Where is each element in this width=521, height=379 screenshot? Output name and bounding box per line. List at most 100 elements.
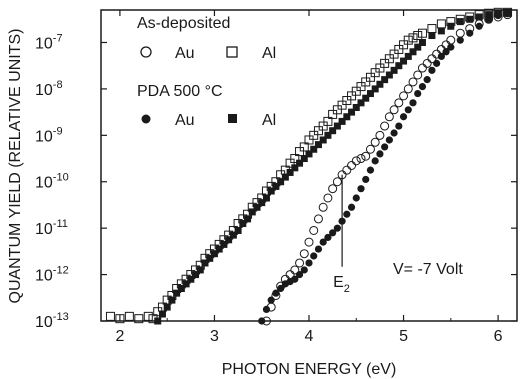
point-au-as-deposited [417,63,427,73]
point-al-pda [244,215,252,223]
x-tick-label: 2 [115,328,124,345]
point-au-as-deposited [375,130,385,140]
y-tick-label: 10-8 [35,79,63,99]
point-au-as-deposited [427,54,437,64]
x-axis-label: PHOTON ENERGY (eV) [222,361,397,378]
legend-label-au-open: Au [175,45,195,62]
legend-label-al-open: Al [262,45,276,62]
point-al-as-deposited [143,311,153,321]
point-al-pda [173,289,181,297]
legend-marker-au-open [140,46,152,58]
e2-label: E2 [333,274,350,295]
point-al-as-deposited [436,19,446,29]
point-au-as-deposited [389,105,399,115]
point-al-pda [163,303,171,311]
point-au-pda [385,136,393,144]
point-al-pda [385,71,393,79]
point-al-pda [352,103,360,111]
point-al-pda [381,76,389,84]
point-au-as-deposited [290,265,300,275]
point-au-as-deposited [408,77,418,87]
point-al-pda [286,168,294,176]
point-al-as-deposited [124,311,134,321]
y-tick-exponent: -12 [53,265,69,277]
point-al-as-deposited [313,126,323,136]
point-al-pda [305,150,313,158]
point-al-as-deposited [375,63,385,73]
point-au-as-deposited [399,91,409,101]
point-au-pda [362,175,370,184]
point-al-as-deposited [304,135,314,145]
point-al-pda [272,182,280,190]
point-al-pda [390,66,398,74]
point-al-pda [267,187,275,195]
y-tick-exponent: -13 [53,311,69,323]
point-al-pda [168,296,176,304]
y-tick-exponent: -8 [53,79,63,91]
x-tick-label: 5 [399,328,408,345]
point-au-as-deposited [309,225,319,235]
point-au-pda [381,143,389,151]
e2-subscript: 2 [344,283,350,295]
point-au-as-deposited [351,156,361,166]
point-au-as-deposited [380,121,390,131]
point-al-as-deposited [408,33,418,43]
y-tick-label: 10-11 [35,218,68,238]
point-al-pda [348,108,356,116]
legend-marker-al-open [226,46,238,58]
point-al-pda [338,117,346,125]
point-au-as-deposited [413,70,423,80]
point-au-pda [357,185,365,193]
point-al-as-deposited [337,100,347,110]
point-al-pda [201,259,209,267]
point-al-pda [395,62,403,70]
point-au-pda [418,82,427,91]
point-al-pda [234,226,242,234]
point-al-pda [343,113,351,121]
point-au-pda [475,22,483,30]
point-al-as-deposited [347,91,357,101]
y-tick-exponent: -9 [53,125,63,137]
point-au-as-deposited [328,184,338,194]
legend-label-al-filled: Al [262,112,276,129]
point-al-pda [475,13,483,21]
data-series-layer [105,7,513,326]
point-al-pda [447,22,455,30]
point-al-pda [418,38,426,46]
point-au-pda [291,275,299,283]
point-al-pda [206,254,214,262]
point-au-as-deposited [365,144,375,154]
point-au-as-deposited [304,237,314,247]
point-au-pda [272,289,280,297]
point-au-pda [423,76,431,84]
point-au-as-deposited [422,58,432,68]
point-al-pda [437,27,445,35]
point-al-as-deposited [351,86,361,96]
y-tick-label: 10-12 [35,265,69,285]
point-al-as-deposited [380,58,390,68]
series-square-filled [154,8,512,325]
point-al-pda [428,32,436,40]
point-au-pda [310,252,318,260]
point-al-as-deposited [413,31,423,41]
point-al-pda [357,99,365,107]
legend-marker-au-filled [141,114,151,124]
point-al-pda [404,52,412,60]
point-al-as-deposited [365,72,375,82]
point-al-as-deposited [115,314,125,324]
y-tick-exponent: -10 [53,172,69,184]
point-au-pda [404,106,412,114]
point-al-as-deposited [309,130,319,140]
point-al-as-deposited [389,49,399,59]
point-au-as-deposited [295,258,305,268]
point-al-pda [362,94,370,102]
point-al-as-deposited [342,96,352,106]
y-tick-label: 10-10 [35,172,69,192]
point-au-pda [314,245,323,253]
point-al-pda [291,164,299,172]
point-au-pda [295,270,304,279]
point-au-pda [409,99,417,107]
point-al-pda [494,9,502,17]
point-au-pda [305,259,313,267]
point-al-as-deposited [323,116,333,126]
